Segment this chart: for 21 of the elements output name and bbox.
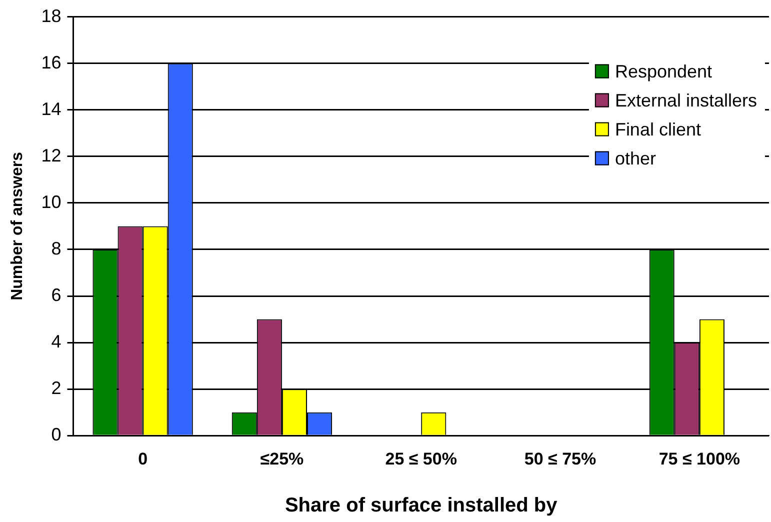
y-tick-label: 6 [51, 284, 62, 305]
x-tick-label: 0 [138, 449, 148, 468]
x-tick-label: 25 ≤ 50% [385, 449, 457, 468]
y-tick-label: 16 [41, 52, 62, 72]
x-tick-label: 50 ≤ 75% [524, 449, 596, 468]
y-axis-title: Number of answers [9, 152, 26, 300]
legend-label: Final client [614, 119, 701, 140]
x-tick-label: ≤25% [260, 449, 304, 468]
y-tick-label: 12 [41, 145, 62, 166]
y-tick-label: 2 [51, 378, 62, 398]
legend-label: Respondent [614, 61, 712, 82]
y-tick-label: 8 [51, 238, 62, 258]
legend-label: External installers [614, 90, 758, 110]
y-tick-label: 18 [41, 6, 62, 26]
y-tick-label: 14 [41, 98, 62, 119]
x-tick-label: 75 ≤ 100% [658, 449, 740, 468]
y-tick-label: 10 [41, 192, 62, 212]
y-tick-label: 0 [51, 424, 62, 445]
legend-label: other [614, 148, 656, 168]
x-axis-title: Share of surface installed by [284, 494, 558, 517]
y-tick-label: 4 [51, 332, 62, 352]
